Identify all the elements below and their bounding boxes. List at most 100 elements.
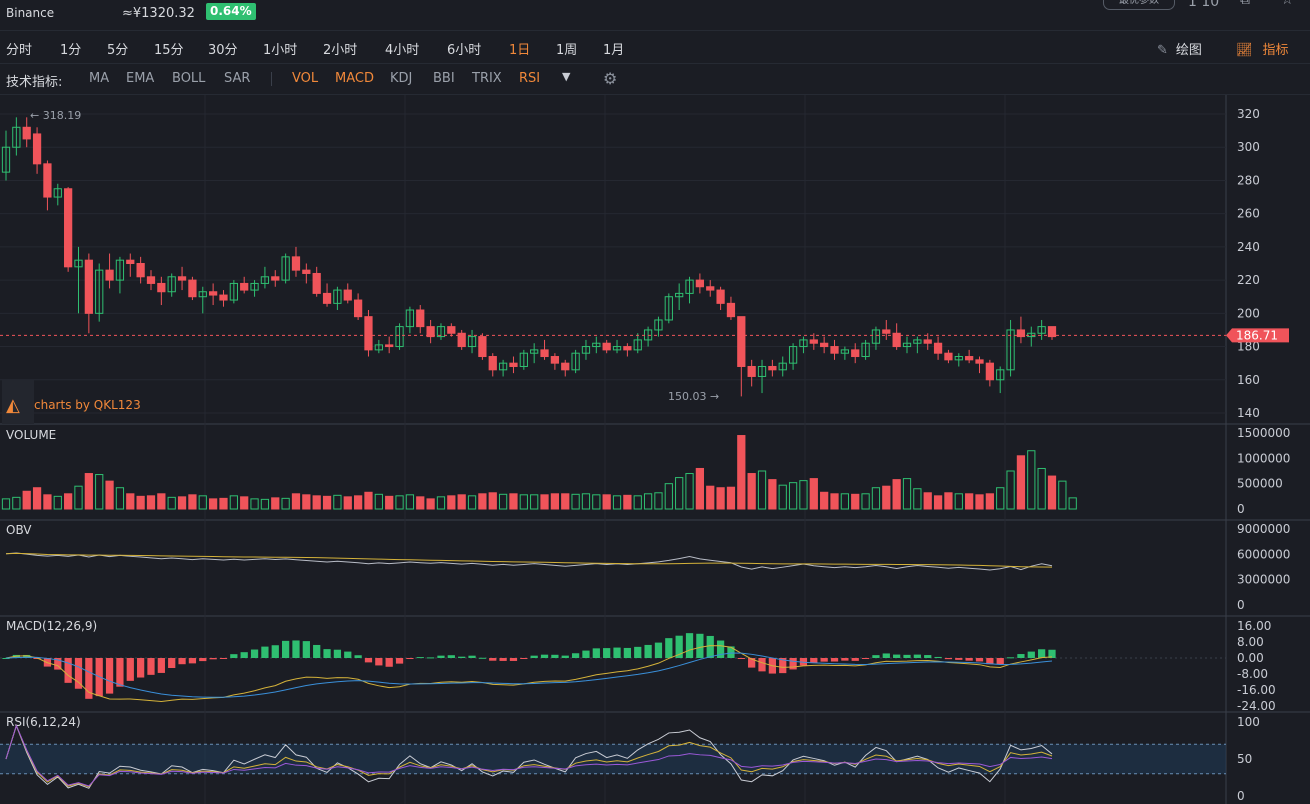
candle-body xyxy=(985,362,994,381)
indicator-button[interactable]: 📈︎ 指标 xyxy=(1236,39,1289,58)
indicator-macd[interactable]: MACD xyxy=(335,71,374,86)
indicator-ema[interactable]: EMA xyxy=(126,71,155,86)
interval-tab-3[interactable]: 15分 xyxy=(154,43,184,58)
volume-bar xyxy=(985,493,994,510)
candle-body xyxy=(809,339,818,344)
candle-body xyxy=(882,329,891,334)
volume-bar xyxy=(623,494,632,510)
candle-body xyxy=(302,269,311,274)
indicator-bbi[interactable]: BBI xyxy=(433,71,455,86)
indicator-sar[interactable]: SAR xyxy=(224,71,251,86)
macd-histogram-bar xyxy=(872,655,880,658)
indicator-boll[interactable]: BOLL xyxy=(172,71,206,86)
best-params-button[interactable]: 最优参数 xyxy=(1103,0,1175,10)
macd-histogram-bar xyxy=(313,644,321,658)
volume-bar xyxy=(426,498,435,510)
interval-tab-8[interactable]: 6小时 xyxy=(447,43,482,58)
macd-histogram-bar xyxy=(571,653,580,658)
rsi-tick-label: 0 xyxy=(1237,789,1245,803)
draw-button[interactable]: ✎ 绘图 xyxy=(1157,39,1202,58)
macd-histogram-bar xyxy=(1017,654,1025,658)
interval-tab-6[interactable]: 2小时 xyxy=(323,43,358,58)
macd-histogram-bar xyxy=(230,654,238,658)
candle-body xyxy=(675,292,684,298)
candle-body xyxy=(32,133,42,165)
change-badge: 0.64% xyxy=(206,3,256,20)
macd-histogram-bar xyxy=(437,655,445,658)
interval-tab-1[interactable]: 1分 xyxy=(60,43,82,58)
interval-tab-7[interactable]: 4小时 xyxy=(385,43,420,58)
current-price-tag xyxy=(1226,328,1289,343)
volume-bar xyxy=(944,492,953,510)
price-tick-label: 240 xyxy=(1237,240,1260,254)
indicator-ma[interactable]: MA xyxy=(89,71,110,86)
indicator-kdj[interactable]: KDJ xyxy=(390,71,413,86)
star-icon[interactable]: ☆ xyxy=(1281,0,1294,8)
candle-body xyxy=(726,302,736,318)
candle-body xyxy=(426,326,435,338)
macd-histogram-bar xyxy=(499,658,507,661)
macd-histogram-bar xyxy=(281,640,290,658)
macd-histogram-bar xyxy=(426,657,435,659)
volume-bar xyxy=(757,470,767,510)
volume-bar xyxy=(416,496,425,510)
macd-histogram-bar xyxy=(271,645,279,658)
volume-bar xyxy=(654,492,663,510)
volume-tick-label: 1000000 xyxy=(1237,451,1290,465)
volume-bar xyxy=(353,495,363,510)
volume-bar xyxy=(105,480,114,510)
interval-bar: 分时 1分 5分 15分 30分 1小时 2小时 4小时 6小时 1日 1周 1月 ✎ 绘图 📈︎ 指标 xyxy=(0,31,1310,64)
candle-body xyxy=(768,365,777,371)
obv-tick-label: 9000000 xyxy=(1237,522,1290,536)
interval-tab-5[interactable]: 1小时 xyxy=(263,43,298,58)
volume-tick-label: 500000 xyxy=(1237,477,1283,491)
volume-bar xyxy=(571,493,580,510)
volume-tick-label: 1500000 xyxy=(1237,426,1290,440)
macd-tick-label: 0.00 xyxy=(1237,651,1264,665)
candle-body xyxy=(447,326,456,334)
volume-bar xyxy=(882,485,891,510)
candle-body xyxy=(333,289,342,304)
macd-histogram-bar xyxy=(105,658,114,694)
interval-tab-10[interactable]: 1周 xyxy=(556,43,578,58)
candle-body xyxy=(281,256,290,281)
volume-bar xyxy=(716,487,725,510)
indicator-trix[interactable]: TRIX xyxy=(472,71,502,86)
gear-icon[interactable]: ⚙ xyxy=(603,69,618,88)
candle-body xyxy=(788,346,798,364)
macd-tick-label: -24.00 xyxy=(1237,699,1276,713)
chart-area[interactable]: 320 300 280 260 240 220 200 180 160 140 186.71 ← 31… xyxy=(0,95,1310,804)
chevron-down-icon[interactable]: ▼ xyxy=(562,70,571,83)
volume-bar xyxy=(685,473,694,510)
interval-tab-9[interactable]: 1日 xyxy=(509,43,531,58)
macd-histogram-bar xyxy=(261,646,269,658)
macd-tick-label: 8.00 xyxy=(1237,635,1264,649)
candle-body xyxy=(12,126,21,148)
candle-body xyxy=(312,272,321,294)
interval-tab-4[interactable]: 30分 xyxy=(208,43,238,58)
indicator-rsi[interactable]: RSI xyxy=(519,71,541,86)
interval-tab-11[interactable]: 1月 xyxy=(603,43,625,58)
export-icon[interactable]: ⧉ xyxy=(1240,0,1250,8)
interval-tab-2[interactable]: 5分 xyxy=(107,43,129,58)
volume-bar xyxy=(343,496,352,510)
candle-body xyxy=(933,342,943,354)
volume-bar xyxy=(1068,497,1077,510)
macd-histogram-bar xyxy=(188,658,197,664)
candle-body xyxy=(923,339,932,344)
price-tick-label: 260 xyxy=(1237,207,1260,221)
macd-dea-line xyxy=(5,652,1053,698)
price-tick-label: 280 xyxy=(1237,173,1260,187)
candle-body xyxy=(260,276,270,284)
macd-histogram-bar xyxy=(903,654,911,658)
interval-tab-0[interactable]: 分时 xyxy=(6,43,33,58)
candle-body xyxy=(405,309,415,328)
volume-bar xyxy=(95,474,104,510)
macd-histogram-bar xyxy=(706,635,714,658)
macd-histogram-bar xyxy=(33,658,41,659)
candle-body xyxy=(74,259,83,268)
indicator-vol[interactable]: VOL xyxy=(292,71,319,86)
candle-body xyxy=(757,365,767,377)
volume-bar xyxy=(820,491,829,510)
volume-bar xyxy=(768,479,777,510)
